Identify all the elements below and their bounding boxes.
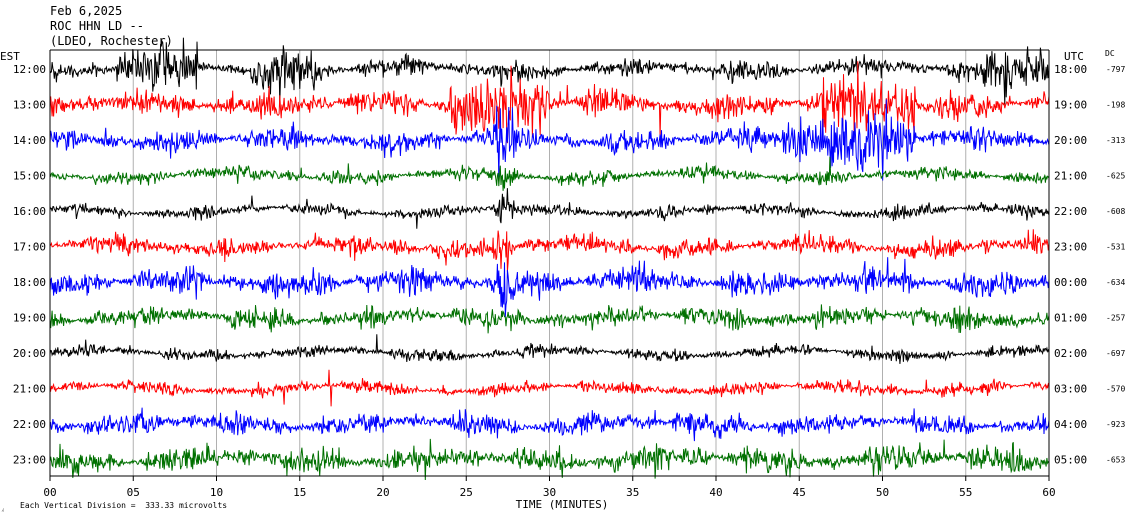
est-hour-label: 23:00 xyxy=(13,454,46,467)
seismic-trace-row xyxy=(49,257,1050,318)
x-tick-label: 15 xyxy=(293,486,306,499)
est-axis-label: EST xyxy=(0,50,20,63)
dc-label: DC xyxy=(1105,49,1115,58)
est-hour-label: 19:00 xyxy=(13,312,46,325)
seismic-trace-row xyxy=(49,304,1050,334)
x-tick-label: 50 xyxy=(876,486,889,499)
x-tick-label: 60 xyxy=(1042,486,1055,499)
dc-offset-label: -257 xyxy=(1106,314,1125,323)
utc-hour-label: 05:00 xyxy=(1054,454,1087,467)
utc-hour-label: 21:00 xyxy=(1054,170,1087,183)
utc-hour-label: 03:00 xyxy=(1054,383,1087,396)
utc-hour-label: 00:00 xyxy=(1054,276,1087,289)
est-hour-label: 12:00 xyxy=(13,63,46,76)
dc-offset-label: -313 xyxy=(1106,136,1125,145)
est-hour-label: 22:00 xyxy=(13,418,46,431)
seismic-trace-row xyxy=(49,229,1050,272)
dc-offset-label: -570 xyxy=(1106,385,1125,394)
est-hour-label: 16:00 xyxy=(13,205,46,218)
dc-offset-label: -653 xyxy=(1106,456,1125,465)
dc-offset-label: -198 xyxy=(1106,101,1125,110)
x-tick-label: 40 xyxy=(709,486,722,499)
scale-mark: ⁁ xyxy=(1,504,4,512)
utc-hour-label: 19:00 xyxy=(1054,99,1087,112)
est-hour-label: 15:00 xyxy=(13,170,46,183)
seismic-trace-row xyxy=(49,156,1050,191)
est-hour-label: 21:00 xyxy=(13,383,46,396)
utc-hour-label: 01:00 xyxy=(1054,312,1087,325)
seismic-trace-row xyxy=(49,369,1050,407)
dc-offset-label: -531 xyxy=(1106,243,1125,252)
dc-offset-label: -697 xyxy=(1106,349,1125,358)
utc-hour-label: 20:00 xyxy=(1054,134,1087,147)
network-label: (LDEO, Rochester) xyxy=(50,34,173,48)
utc-hour-label: 18:00 xyxy=(1054,63,1087,76)
x-tick-label: 35 xyxy=(626,486,639,499)
est-hour-label: 14:00 xyxy=(13,134,46,147)
scale-footnote: Each Vertical Division = 333.33 microvol… xyxy=(20,501,227,510)
seismic-trace-row xyxy=(49,407,1050,442)
utc-hour-label: 04:00 xyxy=(1054,418,1087,431)
dc-offset-label: -797 xyxy=(1106,65,1125,74)
seismic-trace-row xyxy=(49,334,1050,364)
dc-offset-label: -608 xyxy=(1106,207,1125,216)
x-tick-label: 45 xyxy=(793,486,806,499)
x-tick-label: 55 xyxy=(959,486,972,499)
est-hour-label: 17:00 xyxy=(13,241,46,254)
x-tick-label: 00 xyxy=(43,486,56,499)
x-tick-label: 10 xyxy=(210,486,223,499)
utc-hour-label: 02:00 xyxy=(1054,347,1087,360)
x-axis-label: TIME (MINUTES) xyxy=(516,498,609,511)
est-hour-label: 18:00 xyxy=(13,276,46,289)
est-hour-label: 13:00 xyxy=(13,99,46,112)
utc-axis-label: UTC xyxy=(1064,50,1084,63)
seismic-trace-row xyxy=(49,61,1050,144)
date-label: Feb 6,2025 xyxy=(50,4,123,18)
seismic-trace-row xyxy=(49,188,1050,229)
utc-hour-label: 23:00 xyxy=(1054,241,1087,254)
seismic-trace-row xyxy=(49,99,1050,181)
est-hour-label: 20:00 xyxy=(13,347,46,360)
x-tick-label: 25 xyxy=(460,486,473,499)
seismic-trace-row xyxy=(49,438,1050,481)
dc-offset-label: -923 xyxy=(1106,420,1125,429)
dc-offset-label: -634 xyxy=(1106,278,1125,287)
seismic-trace-row xyxy=(49,37,1050,105)
x-tick-label: 20 xyxy=(376,486,389,499)
x-tick-label: 30 xyxy=(543,486,556,499)
x-tick-label: 05 xyxy=(127,486,140,499)
dc-offset-label: -625 xyxy=(1106,172,1125,181)
station-label: ROC HHN LD -- xyxy=(50,19,144,33)
utc-hour-label: 22:00 xyxy=(1054,205,1087,218)
